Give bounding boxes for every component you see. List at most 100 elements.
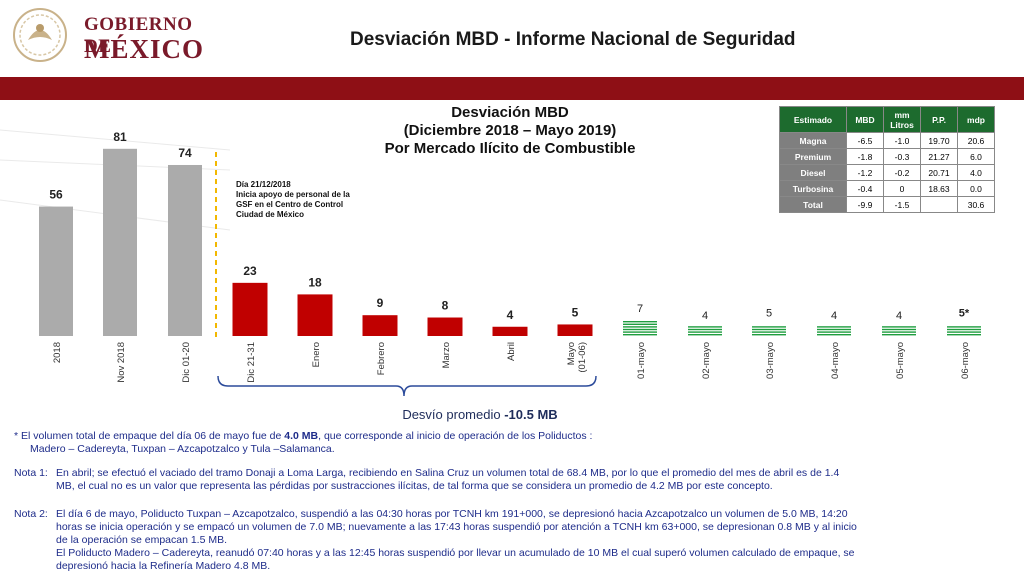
tick-label: Marzo bbox=[441, 342, 452, 368]
nota1-line2: MB, el cual no es un valor que represent… bbox=[56, 480, 773, 492]
table-row: Diesel -1.2 -0.2 20.71 4.0 bbox=[779, 164, 995, 181]
table-cell: 21.27 bbox=[920, 148, 958, 165]
coat-of-arms-icon bbox=[13, 8, 67, 62]
chart-title-line3: Por Mercado Ilícito de Combustible bbox=[384, 140, 636, 157]
chart-annotation: Día 21/12/2018 Inicia apoyo de personal … bbox=[236, 180, 376, 220]
bar-stripe bbox=[947, 331, 981, 333]
table-cell: 0.0 bbox=[957, 180, 995, 197]
bar-dic-21-31 bbox=[232, 282, 268, 336]
tick-label: 04-mayo bbox=[830, 342, 841, 379]
tick-label: 06-mayo bbox=[960, 342, 971, 379]
average-text: Desvío promedio bbox=[402, 407, 501, 422]
data-label: 4 bbox=[702, 310, 708, 322]
table-cell: Diesel bbox=[779, 164, 847, 181]
tick-label: Mayo(01-06) bbox=[566, 342, 588, 373]
footnote: * El volumen total de empaque del día 06… bbox=[14, 430, 592, 443]
table-cell: 6.0 bbox=[957, 148, 995, 165]
table-cell: Total bbox=[779, 196, 847, 213]
tick-label: Nov 2018 bbox=[116, 342, 127, 383]
bar-stripe bbox=[947, 326, 981, 328]
table-cell: -0.2 bbox=[883, 164, 921, 181]
table-header: P.P. bbox=[920, 106, 958, 133]
table-cell bbox=[920, 196, 958, 213]
nota2-line3: de la operación se empacan 1.5 MB. bbox=[56, 534, 228, 546]
data-label: 5* bbox=[959, 307, 970, 319]
bar-stripe bbox=[882, 328, 916, 331]
data-label: 4 bbox=[507, 308, 514, 322]
nota1-label: Nota 1: bbox=[14, 467, 48, 479]
bar-stripe bbox=[817, 326, 851, 328]
bar-stripe bbox=[752, 328, 786, 331]
tick-label: 01-mayo bbox=[636, 342, 647, 379]
tick-label: Dic 01-20 bbox=[181, 342, 192, 383]
table-cell: -9.9 bbox=[846, 196, 884, 213]
bar-stripe bbox=[623, 334, 657, 336]
bar-stripe bbox=[623, 331, 657, 333]
bar-abril bbox=[492, 326, 528, 336]
government-logo: GOBIERNO DE MÉXICO bbox=[10, 6, 220, 64]
tick-label: 02-mayo bbox=[701, 342, 712, 379]
bar-stripe bbox=[752, 326, 786, 328]
bar-stripe bbox=[817, 328, 851, 331]
nota1-line1: En abril; se efectuó el vaciado del tram… bbox=[56, 467, 840, 479]
data-label: 4 bbox=[831, 310, 837, 322]
footnote-prefix: * El volumen total de empaque del día 06… bbox=[14, 430, 285, 442]
table-cell: -1.5 bbox=[883, 196, 921, 213]
data-label: 18 bbox=[308, 275, 322, 289]
page-title: Desviación MBD - Informe Nacional de Seg… bbox=[350, 29, 796, 50]
data-label: 5 bbox=[572, 305, 579, 319]
table-header: MBD bbox=[846, 106, 884, 133]
table-cell: -1.8 bbox=[846, 148, 884, 165]
table-cell: -1.2 bbox=[846, 164, 884, 181]
table-cell: 19.70 bbox=[920, 132, 958, 149]
bar-stripe bbox=[752, 334, 786, 336]
bar-marzo bbox=[427, 317, 463, 336]
bar-stripe bbox=[947, 334, 981, 336]
data-label: 23 bbox=[243, 264, 257, 278]
bar-stripe bbox=[623, 321, 657, 323]
nota2-line2: horas se inicia operación y se empacó un… bbox=[56, 521, 857, 533]
chart-title-line2: (Diciembre 2018 – Mayo 2019) bbox=[403, 122, 617, 139]
footnote-suffix: , que corresponde al inicio de operación… bbox=[318, 430, 593, 442]
bar-dic-01-20 bbox=[168, 164, 202, 336]
chart-title-line1: Desviación MBD bbox=[451, 104, 569, 121]
tick-label: Dic 21-31 bbox=[246, 342, 257, 383]
tick-label: 05-mayo bbox=[895, 342, 906, 379]
data-label: 74 bbox=[178, 146, 192, 160]
average-label: Desvío promedio -10.5 MB bbox=[330, 407, 630, 422]
table-header: mdp bbox=[957, 106, 995, 133]
data-label: 8 bbox=[442, 299, 449, 313]
bar-stripe bbox=[817, 334, 851, 336]
bar-stripe bbox=[882, 326, 916, 328]
data-label: 56 bbox=[49, 188, 63, 202]
chart-title: Desviación MBD (Diciembre 2018 – Mayo 20… bbox=[330, 104, 690, 158]
header-band bbox=[0, 77, 1024, 100]
bar-2018 bbox=[39, 206, 73, 336]
bar-stripe bbox=[623, 326, 657, 328]
gov-line2: MÉXICO bbox=[84, 34, 204, 64]
bar-stripe bbox=[623, 328, 657, 331]
bar-stripe bbox=[688, 326, 722, 328]
annotation-line4: Ciudad de México bbox=[236, 210, 305, 219]
bar-stripe bbox=[882, 331, 916, 333]
nota2-label: Nota 2: bbox=[14, 508, 48, 520]
average-bracket bbox=[217, 375, 597, 397]
table-row: Total -9.9 -1.5 30.6 bbox=[779, 196, 995, 213]
data-label: 9 bbox=[377, 296, 384, 310]
table-cell: 18.63 bbox=[920, 180, 958, 197]
table-cell: 20.71 bbox=[920, 164, 958, 181]
table-header: Estimado bbox=[779, 106, 847, 133]
table-header: mm Litros bbox=[883, 106, 921, 133]
bar-stripe bbox=[623, 323, 657, 325]
table-header-row: Estimado MBD mm Litros P.P. mdp bbox=[779, 106, 995, 133]
data-label: 81 bbox=[113, 130, 127, 144]
average-value: -10.5 MB bbox=[504, 407, 558, 422]
table-cell: -0.4 bbox=[846, 180, 884, 197]
table-row: Magna -6.5 -1.0 19.70 20.6 bbox=[779, 132, 995, 149]
nota2-line1: El día 6 de mayo, Poliducto Tuxpan – Azc… bbox=[56, 508, 848, 520]
bar-stripe bbox=[752, 331, 786, 333]
table-cell: Magna bbox=[779, 132, 847, 149]
bar-stripe bbox=[882, 334, 916, 336]
bar-nov-2018 bbox=[103, 148, 137, 336]
table-cell: Turbosina bbox=[779, 180, 847, 197]
